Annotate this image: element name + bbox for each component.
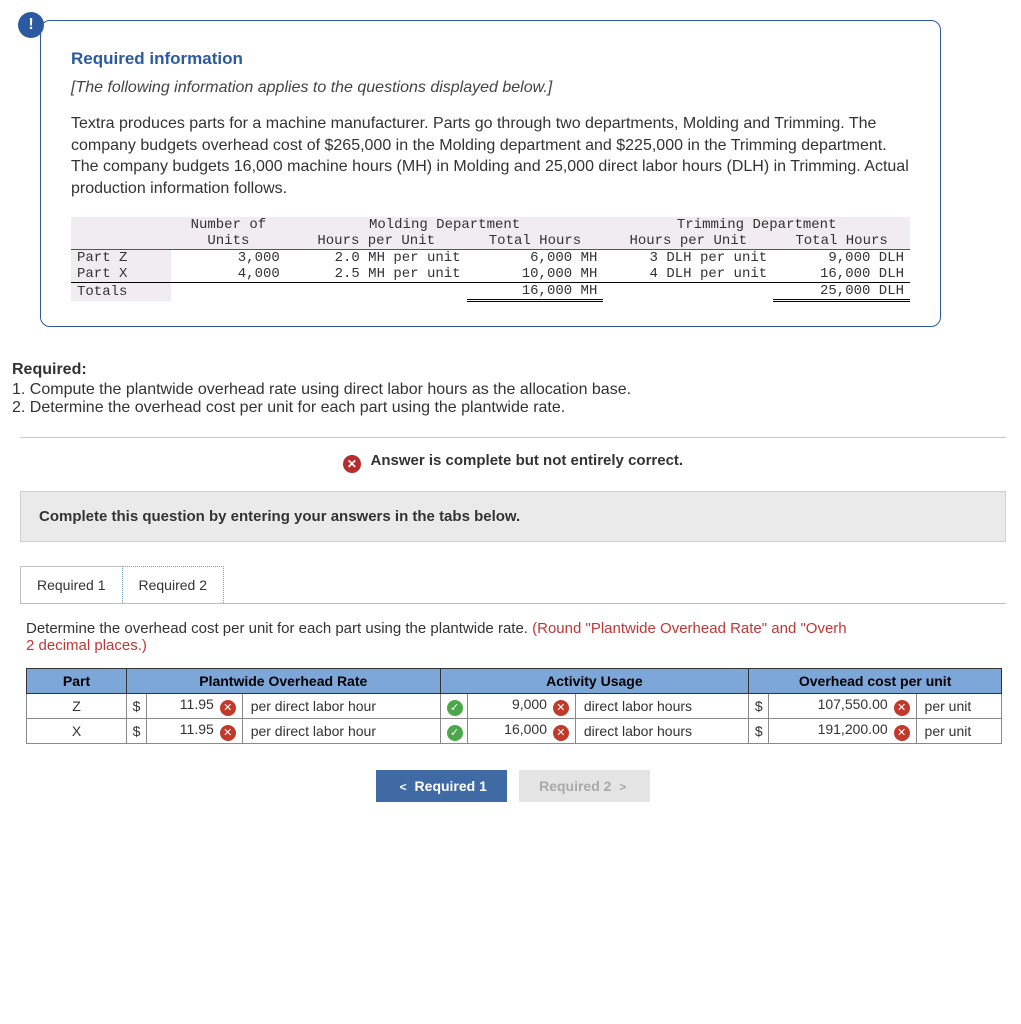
required-item-1: 1. Compute the plantwide overhead rate u… xyxy=(12,381,1021,399)
cell-cost-val[interactable]: 191,200.00 ✕ xyxy=(769,719,916,744)
cell-cost-val[interactable]: 107,550.00 ✕ xyxy=(769,694,916,719)
table-row: Z $ 11.95 ✕ per direct labor hour ✓ 9,00… xyxy=(27,694,1002,719)
applies-note: [The following information applies to th… xyxy=(71,79,910,97)
sub-trim-hpu: Hours per Unit xyxy=(603,233,773,250)
th-part: Part xyxy=(27,669,127,694)
next-required-button[interactable]: Required 2 > xyxy=(519,770,650,802)
panel-instruction: Determine the overhead cost per unit for… xyxy=(26,620,1002,654)
check-icon-cell: ✓ xyxy=(440,719,467,744)
tab-required-2[interactable]: Required 2 xyxy=(122,566,225,603)
cell: 16,000 DLH xyxy=(773,266,910,283)
cell-cost-unit[interactable]: per unit xyxy=(916,719,1001,744)
table-row: X $ 11.95 ✕ per direct labor hour ✓ 16,0… xyxy=(27,719,1002,744)
cell-cost-unit[interactable]: per unit xyxy=(916,694,1001,719)
status-banner: ✕ Answer is complete but not entirely co… xyxy=(20,437,1006,491)
wrong-icon: ✕ xyxy=(894,725,910,741)
totals-mold: 16,000 MH xyxy=(467,283,604,301)
production-data-table: Number of Molding Department Trimming De… xyxy=(71,217,910,302)
cell-usage-unit[interactable]: direct labor hours xyxy=(575,719,748,744)
tab-panel-required-2: Determine the overhead cost per unit for… xyxy=(20,603,1006,752)
th-cost: Overhead cost per unit xyxy=(749,669,1002,694)
cell: 4 DLH per unit xyxy=(603,266,773,283)
sub-mold-total: Total Hours xyxy=(467,233,604,250)
status-wrong-icon: ✕ xyxy=(343,455,361,473)
tab-required-1[interactable]: Required 1 xyxy=(20,566,123,603)
check-icon: ✓ xyxy=(447,725,463,741)
cell: 6,000 MH xyxy=(467,250,604,267)
cell-part[interactable]: Z xyxy=(27,694,127,719)
sub-mold-hpu: Hours per Unit xyxy=(286,233,467,250)
cell: 10,000 MH xyxy=(467,266,604,283)
cell: 2.5 MH per unit xyxy=(286,266,467,283)
complete-instruction: Complete this question by entering your … xyxy=(20,491,1006,542)
sub-units: Units xyxy=(171,233,286,250)
chevron-right-icon: > xyxy=(619,780,626,794)
cell-rate-unit[interactable]: per direct labor hour xyxy=(242,694,440,719)
row-label: Part Z xyxy=(71,250,171,267)
col-number-of: Number of xyxy=(171,217,286,233)
required-info-title: Required information xyxy=(71,49,910,69)
check-icon: ✓ xyxy=(447,700,463,716)
check-icon-cell: ✓ xyxy=(440,694,467,719)
th-usage: Activity Usage xyxy=(440,669,749,694)
th-rate: Plantwide Overhead Rate xyxy=(127,669,441,694)
cell-part[interactable]: X xyxy=(27,719,127,744)
cell-rate-val[interactable]: 11.95 ✕ xyxy=(147,719,243,744)
next-label: Required 2 xyxy=(539,778,611,794)
currency-symbol: $ xyxy=(749,719,769,744)
required-information-panel: Required information [The following info… xyxy=(40,20,941,327)
cell-usage-val[interactable]: 9,000 ✕ xyxy=(467,694,575,719)
totals-trim: 25,000 DLH xyxy=(773,283,910,301)
required-item-2: 2. Determine the overhead cost per unit … xyxy=(12,399,1021,417)
cell: 3 DLH per unit xyxy=(603,250,773,267)
cell-rate-val[interactable]: 11.95 ✕ xyxy=(147,694,243,719)
wrong-icon: ✕ xyxy=(220,700,236,716)
wrong-icon: ✕ xyxy=(553,700,569,716)
required-label: Required: xyxy=(12,361,87,378)
prev-required-button[interactable]: < Required 1 xyxy=(376,770,507,802)
currency-symbol: $ xyxy=(127,694,147,719)
instr-red2: 2 decimal places.) xyxy=(26,637,147,654)
cell: 3,000 xyxy=(171,250,286,267)
wrong-icon: ✕ xyxy=(220,725,236,741)
nav-buttons: < Required 1 Required 2 > xyxy=(20,764,1006,822)
required-block: Required: 1. Compute the plantwide overh… xyxy=(12,361,1021,417)
chevron-left-icon: < xyxy=(400,780,407,794)
cell: 9,000 DLH xyxy=(773,250,910,267)
col-molding: Molding Department xyxy=(286,217,604,233)
row-label: Part X xyxy=(71,266,171,283)
answer-table: Part Plantwide Overhead Rate Activity Us… xyxy=(26,668,1002,744)
wrong-icon: ✕ xyxy=(553,725,569,741)
wrong-icon: ✕ xyxy=(894,700,910,716)
totals-label: Totals xyxy=(71,283,171,301)
currency-symbol: $ xyxy=(127,719,147,744)
instr-red: (Round "Plantwide Overhead Rate" and "Ov… xyxy=(532,620,846,637)
cell-usage-unit[interactable]: direct labor hours xyxy=(575,694,748,719)
cell-usage-val[interactable]: 16,000 ✕ xyxy=(467,719,575,744)
cell-rate-unit[interactable]: per direct labor hour xyxy=(242,719,440,744)
status-message: Answer is complete but not entirely corr… xyxy=(371,452,684,469)
problem-text: Textra produces parts for a machine manu… xyxy=(71,113,910,199)
currency-symbol: $ xyxy=(749,694,769,719)
cell: 4,000 xyxy=(171,266,286,283)
tabs: Required 1 Required 2 xyxy=(20,566,1021,603)
sub-trim-total: Total Hours xyxy=(773,233,910,250)
instr-text: Determine the overhead cost per unit for… xyxy=(26,620,532,637)
col-trimming: Trimming Department xyxy=(603,217,910,233)
cell: 2.0 MH per unit xyxy=(286,250,467,267)
prev-label: Required 1 xyxy=(415,778,487,794)
info-icon: ! xyxy=(18,12,44,38)
